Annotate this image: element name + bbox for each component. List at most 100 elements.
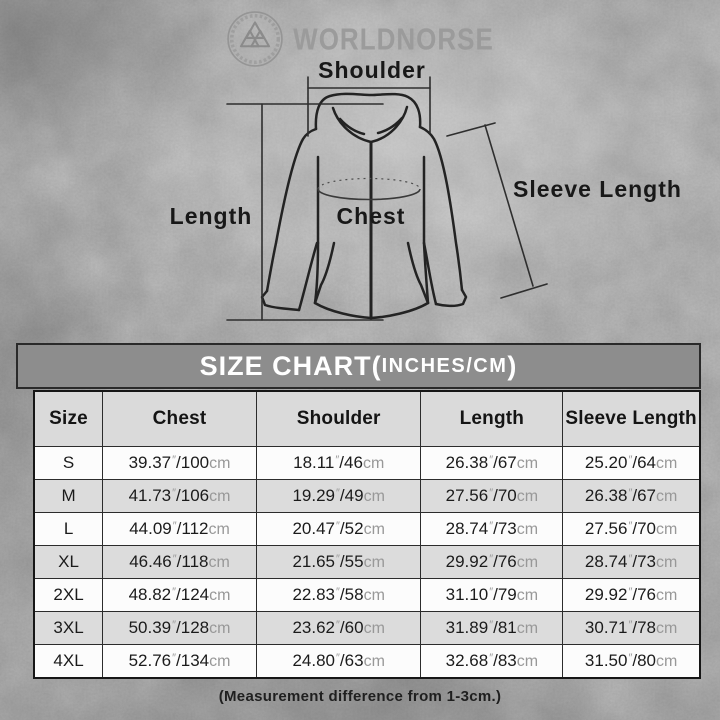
- inch-mark: ″: [489, 553, 494, 565]
- cm-value: /124: [176, 585, 210, 604]
- cm-unit: cm: [656, 653, 678, 670]
- cm-value: /76: [632, 585, 657, 604]
- cm-value: /78: [632, 618, 657, 637]
- cm-value: /106: [176, 486, 210, 505]
- cm-unit: cm: [363, 521, 385, 538]
- inch-mark: ″: [336, 553, 340, 565]
- inch-mark: ″: [628, 586, 633, 598]
- size-row-xl: XL 46.46″/118cm 21.65″/55cm 29.92″/76cm 28.7…: [33, 545, 701, 579]
- inch-mark: ″: [489, 520, 494, 532]
- cm-value: /70: [493, 486, 517, 505]
- size-chart-title-bar: SIZE CHART(INCHES/CM): [16, 343, 701, 389]
- cm-value: /52: [339, 519, 364, 538]
- measure-cell: 46.46″/118cm: [102, 545, 257, 579]
- cm-unit: cm: [656, 455, 678, 472]
- inch-mark: ″: [172, 652, 177, 664]
- cm-value: /70: [632, 519, 657, 538]
- inch-mark: ″: [172, 619, 177, 631]
- inches-value: 44.09: [129, 519, 172, 538]
- inches-value: 27.56: [584, 519, 628, 538]
- measure-cell: 27.56″/70cm: [562, 512, 701, 546]
- cm-unit: cm: [209, 653, 231, 670]
- inches-value: 31.89: [445, 618, 489, 637]
- inches-value: 31.50: [584, 651, 628, 670]
- size-row-2xl: 2XL 48.82″/124cm 22.83″/58cm 31.10″/79cm 29.…: [33, 578, 701, 612]
- inch-mark: ″: [172, 586, 177, 598]
- measure-cell: 32.68″/83cm: [420, 644, 564, 679]
- inches-value: 25.20: [584, 453, 628, 472]
- cm-unit: cm: [516, 587, 539, 604]
- shoulder-label: Shoulder: [318, 57, 426, 83]
- cm-value: /58: [339, 585, 364, 604]
- inch-mark: ″: [336, 520, 340, 532]
- inches-value: 21.65: [292, 552, 336, 571]
- measure-cell: 50.39″/128cm: [102, 611, 257, 645]
- inch-mark: ″: [628, 520, 633, 532]
- cm-unit: cm: [656, 620, 678, 637]
- inches-value: 22.83: [292, 585, 336, 604]
- inches-value: 29.92: [584, 585, 628, 604]
- size-chart-title: SIZE CHART(: [199, 350, 382, 381]
- sleeve-length-measure-line: [446, 122, 548, 299]
- size-row-s: S 39.37″/100cm 18.11″/46cm 26.38″/67cm 25.20…: [33, 446, 701, 480]
- size-label: S: [33, 446, 104, 480]
- inch-mark: ″: [336, 586, 340, 598]
- measurement-footnote: (Measurement difference from 1-3cm.): [218, 688, 502, 705]
- measure-cell: 29.92″/76cm: [420, 545, 564, 579]
- sleeve-length-label: Sleeve Length: [513, 176, 682, 202]
- cm-value: /128: [176, 618, 210, 637]
- column-header-length: Length: [420, 390, 564, 447]
- size-table: Size Chest Shoulder Length Sleeve Length…: [33, 390, 701, 679]
- cm-value: /73: [493, 519, 517, 538]
- inch-mark: ″: [628, 553, 633, 565]
- cm-value: /60: [339, 618, 364, 637]
- measure-cell: 31.50″/80cm: [562, 644, 701, 679]
- inches-value: 31.10: [445, 585, 489, 604]
- cm-unit: cm: [209, 620, 231, 637]
- inches-value: 30.71: [584, 618, 628, 637]
- cm-unit: cm: [516, 488, 539, 505]
- cm-unit: cm: [516, 554, 539, 571]
- measure-cell: 26.38″/67cm: [420, 446, 564, 480]
- measure-cell: 21.65″/55cm: [255, 545, 422, 579]
- cm-unit: cm: [656, 554, 678, 571]
- cm-value: /63: [339, 651, 364, 670]
- inch-mark: ″: [172, 520, 177, 532]
- cm-unit: cm: [363, 488, 385, 505]
- measure-cell: 41.73″/106cm: [102, 479, 257, 513]
- measure-cell: 30.71″/78cm: [562, 611, 701, 645]
- inches-value: 20.47: [292, 519, 336, 538]
- cm-value: /118: [176, 552, 209, 571]
- inch-mark: ″: [489, 652, 494, 664]
- inches-value: 41.73: [128, 486, 172, 505]
- cm-unit: cm: [363, 653, 385, 670]
- inches-value: 24.80: [292, 651, 336, 670]
- inch-mark: ″: [172, 553, 177, 565]
- measure-cell: 44.09″/112cm: [102, 512, 257, 546]
- measure-cell: 24.80″/63cm: [255, 644, 422, 679]
- cm-value: /67: [632, 486, 657, 505]
- inch-mark: ″: [336, 619, 340, 631]
- inch-mark: ″: [489, 487, 494, 499]
- inch-mark: ″: [336, 487, 340, 499]
- cm-unit: cm: [208, 554, 230, 571]
- chest-label: Chest: [337, 203, 406, 229]
- cm-value: /112: [176, 519, 209, 538]
- size-row-4xl: 4XL 52.76″/134cm 24.80″/63cm 32.68″/83cm 31.…: [33, 644, 701, 679]
- inch-mark: ″: [628, 454, 633, 466]
- size-label: 2XL: [33, 578, 104, 612]
- inches-value: 18.11: [293, 453, 335, 472]
- measure-cell: 28.74″/73cm: [562, 545, 701, 579]
- size-chart-title-units: INCHES/CM: [381, 354, 508, 377]
- column-header-size: Size: [33, 390, 104, 447]
- column-header-chest: Chest: [102, 390, 257, 447]
- inches-value: 26.38: [445, 453, 489, 472]
- cm-unit: cm: [516, 653, 539, 670]
- measure-cell: 52.76″/134cm: [102, 644, 257, 679]
- hoodie-jacket-outline: [260, 92, 468, 320]
- measure-cell: 18.11″/46cm: [255, 446, 422, 480]
- size-label: XL: [33, 545, 104, 579]
- chest-measure-ellipse-dashed: [317, 177, 421, 190]
- inches-value: 46.46: [129, 552, 172, 571]
